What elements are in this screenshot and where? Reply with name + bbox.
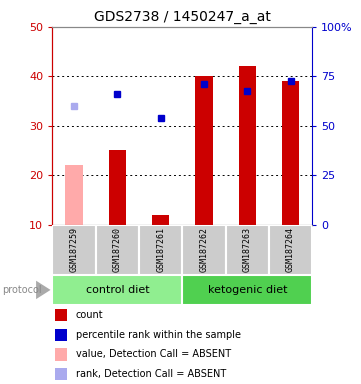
- Text: count: count: [76, 310, 103, 320]
- Bar: [226, 225, 269, 275]
- Bar: [52, 225, 96, 275]
- Bar: [182, 275, 312, 305]
- Bar: [239, 66, 256, 225]
- Text: percentile rank within the sample: percentile rank within the sample: [76, 330, 241, 340]
- Bar: [55, 348, 67, 361]
- Text: rank, Detection Call = ABSENT: rank, Detection Call = ABSENT: [76, 369, 226, 379]
- Text: control diet: control diet: [86, 285, 149, 295]
- Bar: [109, 151, 126, 225]
- Text: GSM187261: GSM187261: [156, 227, 165, 272]
- Bar: [152, 215, 169, 225]
- Title: GDS2738 / 1450247_a_at: GDS2738 / 1450247_a_at: [94, 10, 271, 25]
- Polygon shape: [36, 281, 51, 299]
- Bar: [182, 225, 226, 275]
- Text: GSM187260: GSM187260: [113, 227, 122, 272]
- Text: GSM187259: GSM187259: [70, 227, 78, 272]
- Bar: [269, 225, 312, 275]
- Bar: [55, 368, 67, 381]
- Bar: [139, 225, 182, 275]
- Bar: [52, 275, 182, 305]
- Bar: [55, 328, 67, 341]
- Text: ketogenic diet: ketogenic diet: [208, 285, 287, 295]
- Bar: [282, 81, 299, 225]
- Bar: [195, 76, 213, 225]
- Bar: [55, 309, 67, 321]
- Text: GSM187262: GSM187262: [200, 227, 208, 272]
- Text: GSM187264: GSM187264: [286, 227, 295, 272]
- Bar: [65, 166, 83, 225]
- Bar: [96, 225, 139, 275]
- Text: protocol: protocol: [2, 285, 42, 295]
- Text: GSM187263: GSM187263: [243, 227, 252, 272]
- Text: value, Detection Call = ABSENT: value, Detection Call = ABSENT: [76, 349, 231, 359]
